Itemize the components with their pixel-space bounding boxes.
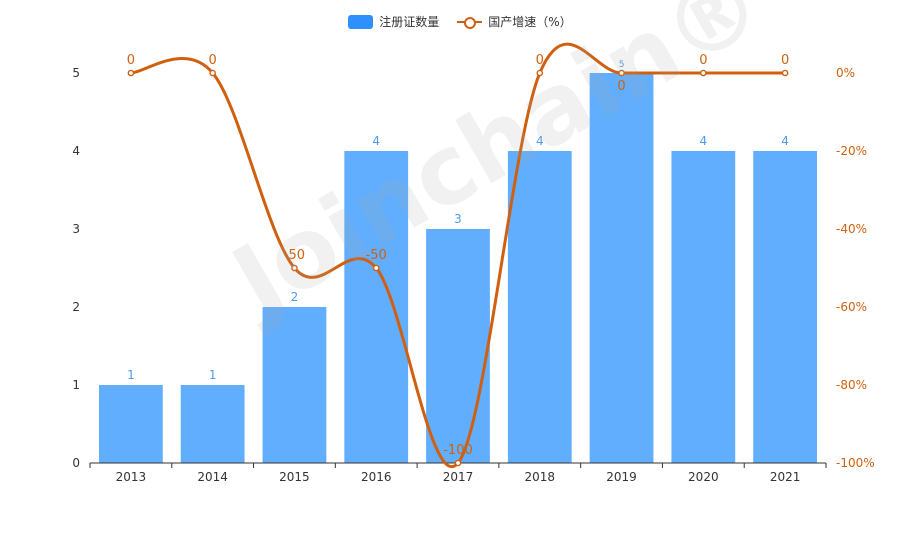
- bar: [507, 151, 572, 463]
- legend: 注册证数量 国产增速（%）: [0, 13, 920, 30]
- line-point: [127, 69, 135, 77]
- bar: [98, 385, 163, 463]
- legend-item-count[interactable]: 注册证数量: [348, 13, 439, 30]
- bar-value-label: 4: [781, 134, 789, 148]
- bar-value-label: 1: [127, 368, 135, 382]
- line-point: [700, 69, 707, 77]
- line-value-label: 0: [127, 53, 135, 68]
- x-tick-label: 2019: [606, 470, 637, 484]
- line-value-label: 0: [209, 53, 217, 68]
- line-value-label: 0: [699, 53, 707, 68]
- y-right-tick-label: 0%: [836, 66, 855, 80]
- line-value-label: 0: [617, 79, 625, 94]
- bar: [180, 385, 245, 463]
- legend-bar-label: 注册证数量: [379, 15, 440, 29]
- line-point: [209, 69, 216, 77]
- bar-value-label: 4: [536, 134, 544, 148]
- y-right-tick-label: -80%: [836, 378, 867, 392]
- line-point: [618, 69, 625, 77]
- line-value-label: -100: [443, 443, 473, 458]
- x-tick-label: 2020: [688, 470, 719, 484]
- y-left-tick-label: 1: [72, 378, 80, 392]
- y-right-tick-label: -40%: [836, 222, 867, 236]
- legend-line-label: 国产增速（%）: [488, 15, 572, 29]
- x-tick-label: 2018: [525, 470, 556, 484]
- y-left-tick-label: 2: [72, 300, 80, 314]
- bar: [344, 151, 409, 463]
- bar-value-label: 3: [454, 212, 462, 226]
- bar: [753, 151, 818, 463]
- line-value-label: -50: [284, 248, 305, 263]
- y-right-tick-label: -60%: [836, 300, 867, 314]
- line-point: [291, 264, 298, 272]
- x-tick-label: 2014: [197, 470, 228, 484]
- legend-item-growth[interactable]: 国产增速（%）: [457, 13, 572, 30]
- x-tick-label: 2013: [116, 470, 147, 484]
- line-value-label: 0: [536, 53, 544, 68]
- y-left-tick-label: 5: [72, 66, 80, 80]
- y-left-tick-label: 3: [72, 222, 80, 236]
- x-tick-label: 2017: [443, 470, 474, 484]
- bar-value-label: 4: [372, 134, 380, 148]
- bar-value-label: 1: [209, 368, 217, 382]
- bar: [426, 229, 490, 463]
- line-point: [372, 264, 380, 272]
- x-tick-label: 2016: [361, 470, 392, 484]
- line-point: [454, 459, 462, 467]
- bar: [589, 73, 654, 463]
- bar: [671, 151, 736, 463]
- legend-line-swatch: [457, 15, 483, 29]
- bar-value-label: 4: [700, 134, 708, 148]
- line-value-label: 0: [781, 53, 789, 68]
- legend-bar-swatch: [348, 14, 374, 29]
- bar-value-label: 2: [291, 290, 299, 304]
- line-value-label: -50: [366, 248, 387, 263]
- y-left-tick-label: 0: [72, 456, 80, 470]
- bar: [262, 307, 327, 463]
- bar-value-label: 5: [619, 60, 625, 70]
- y-right-tick-label: -20%: [836, 144, 867, 158]
- x-tick-label: 2021: [770, 470, 801, 484]
- y-left-tick-label: 4: [72, 144, 80, 158]
- line-point: [781, 69, 789, 77]
- x-tick-label: 2015: [279, 470, 310, 484]
- line-point: [536, 69, 544, 77]
- y-right-tick-label: -100%: [836, 456, 875, 470]
